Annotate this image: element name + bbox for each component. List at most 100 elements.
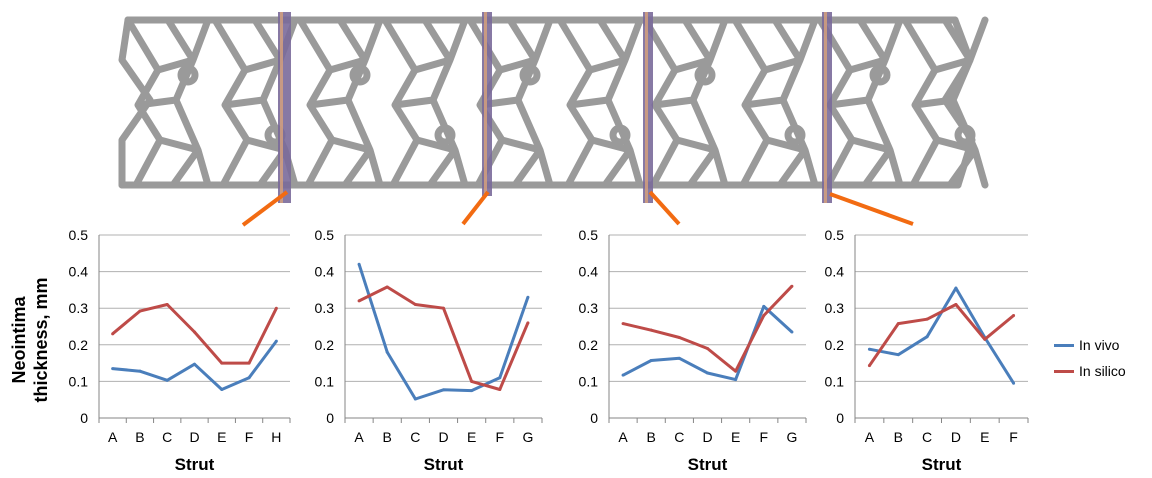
data-point	[220, 361, 224, 365]
stent-cell	[211, 16, 299, 189]
stent-struts	[118, 16, 989, 189]
data-point	[677, 356, 681, 360]
legend-swatch-in-silico	[1054, 369, 1074, 373]
data-point	[867, 347, 871, 351]
data-point	[470, 389, 474, 393]
data-point	[621, 322, 625, 326]
y-tick-label: 0.1	[315, 373, 335, 389]
data-point	[706, 371, 709, 375]
data-point	[357, 262, 361, 266]
stent-sections	[278, 12, 832, 203]
stent-cell	[556, 16, 644, 189]
x-tick-label: B	[647, 429, 656, 445]
data-point	[111, 367, 115, 371]
data-point	[138, 369, 142, 373]
data-point	[138, 309, 142, 313]
data-point	[983, 337, 987, 341]
legend-item-in-silico: In silico	[1054, 358, 1126, 384]
y-tick-label: 0.1	[579, 373, 599, 389]
stent-loop	[869, 64, 891, 86]
y-tick-label: 0.4	[69, 264, 89, 280]
data-point	[762, 304, 766, 308]
x-axis-label: Strut	[688, 455, 728, 474]
x-tick-label: C	[922, 429, 932, 445]
data-point	[413, 397, 417, 401]
data-point	[357, 299, 361, 303]
series-line-in-silico	[868, 303, 1015, 367]
series-line-in-silico	[622, 285, 793, 373]
stent-loop	[694, 64, 716, 86]
y-tick-label: 0	[590, 410, 598, 426]
x-tick-label: C	[674, 429, 684, 445]
stent-illustration	[118, 12, 989, 227]
x-tick-label: F	[1009, 429, 1018, 445]
data-point	[896, 353, 900, 357]
data-point	[677, 335, 681, 339]
stent-loop	[434, 124, 456, 146]
legend-swatch-in-vivo	[1054, 343, 1074, 347]
y-tick-label: 0.3	[315, 300, 335, 316]
x-tick-label: D	[189, 429, 199, 445]
data-point	[274, 306, 278, 310]
y-tick-label: 0.5	[315, 227, 335, 243]
stent-right-end	[941, 16, 976, 189]
y-tick-label: 0.5	[69, 227, 89, 243]
y-tick-label: 0.2	[315, 337, 335, 353]
y-tick-label: 0	[326, 410, 334, 426]
legend-item-in-vivo: In vivo	[1054, 332, 1126, 358]
data-point	[790, 330, 794, 334]
data-point	[498, 387, 502, 391]
stent-cell	[641, 16, 729, 189]
x-tick-label: F	[245, 429, 254, 445]
chart-panel-3: 0 0.1 0.2 0.3 0.4 0.5 A B C D E F G Strut	[579, 227, 807, 474]
stent-connectors	[241, 190, 914, 227]
stent-section-highlight	[484, 12, 487, 196]
series-line-in-silico	[111, 303, 278, 365]
x-tick-label: G	[786, 429, 797, 445]
series-line-in-vivo	[622, 304, 793, 382]
y-tick-label: 0.3	[825, 300, 845, 316]
data-point	[413, 303, 417, 307]
data-point	[274, 339, 278, 343]
x-axis-label: Strut	[922, 455, 962, 474]
x-tick-label: E	[217, 429, 226, 445]
data-point	[165, 378, 169, 382]
stent-section-highlight	[280, 12, 283, 203]
x-tick-label: G	[522, 429, 533, 445]
y-tick-label: 0.4	[315, 264, 335, 280]
data-point	[896, 322, 900, 326]
data-point	[867, 364, 871, 368]
stent-cell	[381, 16, 469, 189]
y-axis-label-line1: Neointima	[9, 296, 29, 384]
data-point	[925, 335, 929, 339]
legend-label-in-vivo: In vivo	[1079, 337, 1120, 353]
stent-connector-line	[241, 190, 289, 227]
x-tick-label: E	[980, 429, 989, 445]
y-tick-label: 0.3	[579, 300, 599, 316]
data-point	[1012, 381, 1016, 385]
data-point	[734, 378, 738, 382]
stent-loop	[519, 64, 541, 86]
y-tick-label: 0.4	[825, 264, 845, 280]
data-point	[470, 379, 474, 383]
y-axis-label: Neointima thickness, mm	[0, 250, 60, 430]
stent-connector-line	[829, 192, 914, 226]
x-axis-label: Strut	[424, 455, 464, 474]
legend-label-in-silico: In silico	[1079, 363, 1126, 379]
data-point	[526, 321, 530, 325]
data-point	[220, 387, 224, 391]
y-tick-label: 0.1	[69, 373, 89, 389]
x-tick-label: E	[731, 429, 740, 445]
data-point	[526, 295, 530, 299]
data-point	[621, 373, 625, 377]
stent-cell	[296, 16, 384, 189]
data-point	[247, 361, 251, 365]
x-tick-label: F	[760, 429, 769, 445]
data-point	[762, 314, 766, 318]
data-point	[442, 306, 445, 310]
stent-loop	[784, 124, 806, 146]
x-tick-label: C	[410, 429, 420, 445]
stent-left-end	[118, 16, 154, 189]
data-point	[734, 369, 738, 373]
stent-section-highlight	[824, 12, 827, 203]
